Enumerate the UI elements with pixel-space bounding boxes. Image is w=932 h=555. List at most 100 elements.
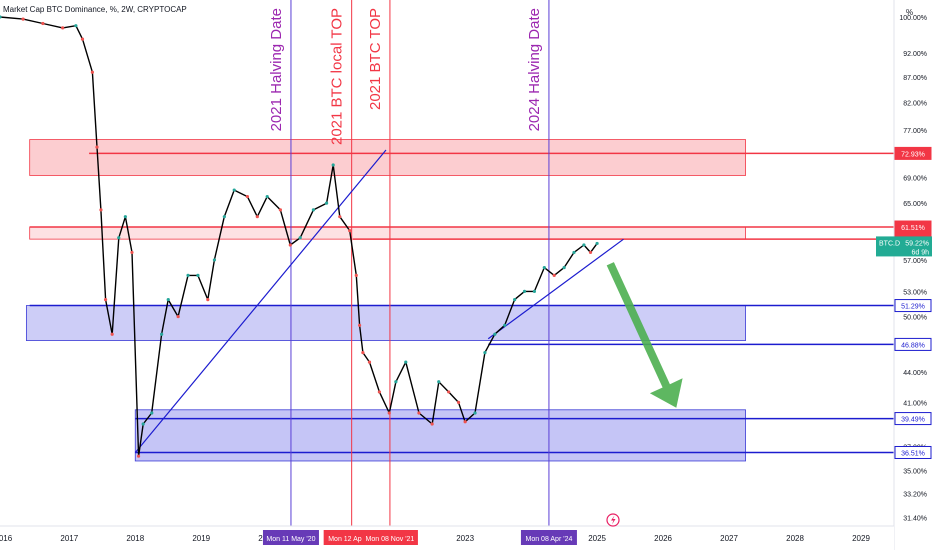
price-point xyxy=(473,411,477,415)
trendline[interactable] xyxy=(134,149,387,453)
price-point xyxy=(74,24,78,28)
level-badge[interactable]: 36.51% xyxy=(894,445,932,459)
zone-rect[interactable] xyxy=(29,139,746,176)
price-point xyxy=(41,21,45,26)
price-point xyxy=(338,215,342,219)
price-point xyxy=(130,250,134,255)
current-price-badge[interactable]: BTC.D 59.22% 6d 9h xyxy=(876,236,932,257)
price-point xyxy=(562,265,566,270)
current-price-badge-text: BTC.D xyxy=(879,240,900,247)
price-point xyxy=(331,163,335,167)
price-point xyxy=(160,332,164,336)
date-badge[interactable]: Mon 08 Nov '21 xyxy=(361,530,418,545)
level-badge-bg xyxy=(894,412,932,426)
price-point xyxy=(186,273,190,277)
price-point xyxy=(150,411,154,415)
zone-rect[interactable] xyxy=(134,409,746,462)
price-point xyxy=(278,208,283,212)
level-badge-text: 72.93% xyxy=(901,151,925,158)
price-tick-label: 33.20% xyxy=(903,492,927,499)
price-point xyxy=(123,215,127,219)
price-point xyxy=(456,400,461,404)
price-tick-label: 69.00% xyxy=(903,175,927,182)
price-point xyxy=(493,332,497,336)
level-badge[interactable]: 39.49% xyxy=(894,412,932,426)
time-tick-label: 2017 xyxy=(60,534,78,543)
flash-event-icon[interactable] xyxy=(606,513,620,527)
price-point xyxy=(141,422,145,426)
level-badge-text: 61.51% xyxy=(901,225,925,232)
price-point xyxy=(0,15,2,19)
price-point xyxy=(311,208,315,212)
date-badge-text: Mon 11 May '20 xyxy=(266,536,315,543)
level-badge[interactable]: 46.88% xyxy=(894,337,932,351)
price-point xyxy=(265,194,269,199)
price-point xyxy=(503,323,507,327)
price-point xyxy=(463,420,467,424)
time-tick-label: 2029 xyxy=(852,534,870,543)
price-tick-label: 82.00% xyxy=(903,101,927,108)
level-badge-bg xyxy=(894,299,932,313)
price-scale-panel[interactable] xyxy=(894,0,932,550)
projection-arrow[interactable] xyxy=(606,262,683,408)
trendline[interactable] xyxy=(487,238,624,340)
level-badge-bg xyxy=(894,337,932,351)
current-price-badge-text: 59.22% xyxy=(905,240,929,247)
trendlines-layer xyxy=(134,149,624,453)
price-tick-label: 100.00% xyxy=(899,15,927,22)
level-badge-text: 39.49% xyxy=(901,417,925,424)
price-point xyxy=(437,380,441,384)
price-point xyxy=(387,411,391,415)
date-badge[interactable]: Mon 11 May '20 xyxy=(262,530,319,545)
vertical-markers-layer xyxy=(290,0,550,526)
time-tick-label: 2018 xyxy=(126,534,144,543)
scale-mode-label[interactable]: % xyxy=(906,8,913,17)
time-axis-panel[interactable] xyxy=(0,526,894,550)
price-point xyxy=(110,332,114,336)
time-tick-label: 2019 xyxy=(192,534,210,543)
price-point xyxy=(232,188,236,192)
price-tick-label: 87.00% xyxy=(903,75,927,82)
zone-rect[interactable] xyxy=(29,226,746,240)
vertical-marker-label: 2021 BTC TOP xyxy=(367,8,384,110)
price-point xyxy=(212,258,217,262)
price-point xyxy=(542,265,546,270)
price-point xyxy=(483,351,487,355)
date-badge[interactable]: Mon 08 Apr '24 xyxy=(520,530,577,545)
level-badge[interactable]: 51.29% xyxy=(894,299,932,313)
price-point xyxy=(95,145,99,149)
price-point xyxy=(532,289,537,293)
price-point xyxy=(394,380,398,384)
date-badge-bg xyxy=(262,530,319,545)
price-point xyxy=(513,298,517,302)
time-tick-label: 2023 xyxy=(456,534,474,543)
date-badge-text: Mon 12 Apr '21 xyxy=(328,536,375,543)
time-tick-label: 2016 xyxy=(0,534,13,543)
price-point xyxy=(166,298,170,302)
price-point xyxy=(367,360,372,364)
level-badge-text: 46.88% xyxy=(901,342,925,349)
price-point xyxy=(90,70,94,74)
price-point xyxy=(99,208,103,212)
vertical-labels-layer: 2021 Halving Date 2021 BTC local TOP 2021 … xyxy=(268,8,543,145)
price-point xyxy=(245,194,250,199)
price-series-layer xyxy=(0,15,599,458)
vertical-marker-label: 2024 Halving Date xyxy=(526,8,543,131)
price-tick-label: 57.00% xyxy=(903,258,927,265)
chart-title: Market Cap BTC Dominance, %, 2W, CRYPTOC… xyxy=(3,5,187,14)
price-point xyxy=(206,298,210,302)
price-tick-label: 65.00% xyxy=(903,201,927,208)
time-tick-label: 2025 xyxy=(588,534,606,543)
price-tick-label: 44.00% xyxy=(903,370,927,377)
price-tick-label: 41.00% xyxy=(903,400,927,407)
date-badge-text: Mon 08 Apr '24 xyxy=(525,536,572,543)
level-badge[interactable]: 61.51% xyxy=(894,220,932,234)
level-badge-text: 36.51% xyxy=(901,450,925,457)
current-price-badge-bg xyxy=(876,236,932,257)
price-point xyxy=(103,298,108,302)
level-badge[interactable]: 72.93% xyxy=(894,146,932,160)
